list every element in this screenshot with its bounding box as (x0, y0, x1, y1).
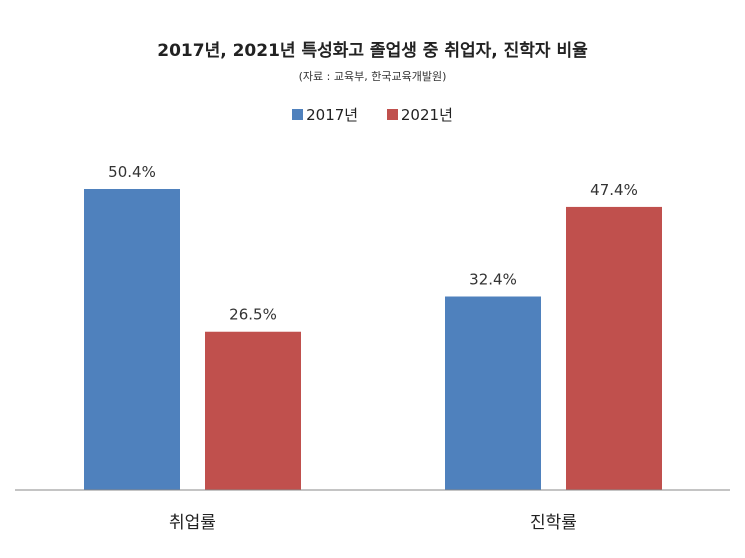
data-label-2-1: 32.4% (469, 271, 517, 289)
x-tick-label-1: 취업률 (169, 513, 216, 533)
legend-label-2021: 2021년 (400, 106, 453, 124)
legend-item-2017: 2017년 (292, 106, 358, 124)
chart-title: 2017년, 2021년 특성화고 졸업생 중 취업자, 진학자 비율 (157, 41, 588, 61)
bar-2-2 (566, 206, 662, 490)
bar-1-1 (84, 189, 180, 490)
legend-label-2017: 2017년 (306, 106, 359, 124)
legend-swatch-2017 (292, 109, 304, 120)
chart-subtitle: (자료 : 교육부, 한국교육개발원) (298, 70, 447, 83)
x-tick-label-2: 진학률 (530, 513, 577, 533)
data-label-2-2: 47.4% (590, 181, 638, 199)
legend: 2017년 2021년 (0, 104, 745, 125)
data-label-1-1: 50.4% (108, 163, 156, 181)
data-label-1-2: 26.5% (229, 306, 277, 324)
bar-1-2 (205, 331, 301, 490)
legend-item-2021: 2021년 (386, 106, 453, 124)
legend-swatch-2021 (386, 109, 398, 120)
bar-2-1 (445, 296, 541, 490)
